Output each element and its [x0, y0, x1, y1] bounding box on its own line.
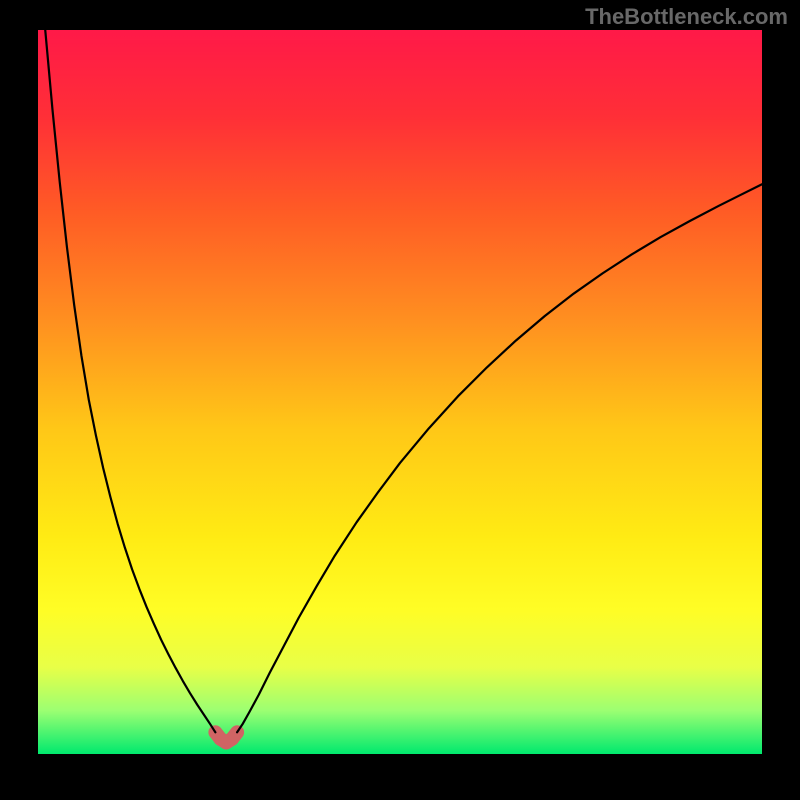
- watermark-text: TheBottleneck.com: [585, 4, 788, 30]
- plot-area: [38, 30, 762, 754]
- gradient-background: [38, 30, 762, 754]
- bottleneck-curve-chart: [38, 30, 762, 754]
- valley-floor-segment: [232, 732, 237, 739]
- chart-frame: TheBottleneck.com: [0, 0, 800, 800]
